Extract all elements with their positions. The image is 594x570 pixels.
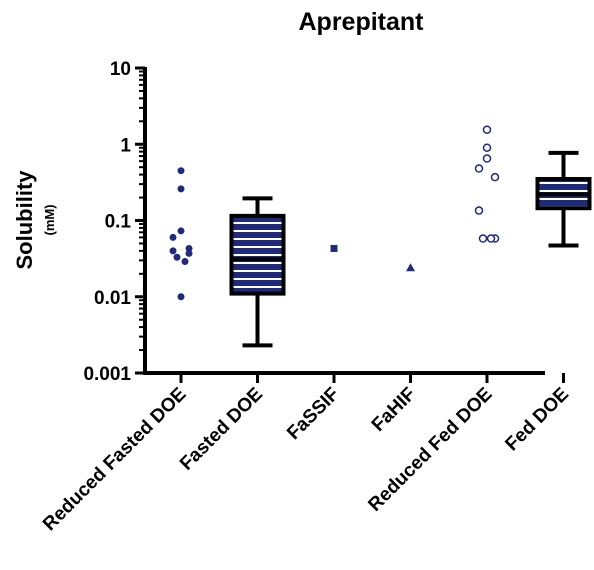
- y-axis-label-group: Solubility (mM): [12, 170, 57, 270]
- y-ticks: 10 1 0.1 0.01 0.001: [83, 59, 145, 385]
- data-point: [482, 143, 492, 152]
- data-point: [185, 244, 193, 252]
- points-fahif: [406, 263, 415, 272]
- y-tick-label: 0.1: [105, 212, 132, 233]
- y-axis-label: Solubility: [12, 170, 37, 270]
- data-point: [169, 233, 177, 241]
- scatter-points: [169, 125, 500, 301]
- data-point: [482, 154, 492, 163]
- box-plots: [229, 150, 592, 348]
- data-point: [169, 247, 177, 255]
- data-point: [478, 234, 488, 243]
- box-fasted-doe: [229, 196, 286, 348]
- y-tick-label: 0.01: [94, 288, 131, 309]
- data-point: [177, 227, 185, 235]
- points-reduced-fasted-doe: [169, 167, 193, 301]
- x-tick-label-fassif: FaSSIF: [283, 384, 343, 444]
- data-point: [177, 293, 185, 301]
- data-point: [474, 206, 484, 215]
- data-point: [406, 263, 415, 272]
- x-tick-label-fahif: FaHIF: [368, 384, 420, 436]
- data-point: [482, 125, 492, 134]
- y-tick-label: 0.001: [83, 364, 131, 385]
- y-tick-label: 10: [110, 59, 131, 80]
- data-point: [474, 164, 484, 173]
- points-fassif: [330, 244, 338, 252]
- data-point: [330, 244, 338, 252]
- data-point: [185, 249, 193, 257]
- data-point: [486, 234, 496, 243]
- data-point: [173, 253, 181, 261]
- y-tick-label: 1: [120, 135, 131, 156]
- box-iqr: [229, 213, 286, 296]
- points-reduced-fed-doe: [474, 125, 500, 243]
- box-fed-doe: [535, 150, 592, 248]
- data-point: [181, 257, 189, 265]
- data-point: [177, 167, 185, 175]
- axes: [143, 67, 545, 375]
- data-point: [177, 185, 185, 193]
- y-axis-unit: (mM): [42, 204, 57, 235]
- data-point: [490, 172, 500, 182]
- chart-title: Aprepitant: [299, 8, 425, 36]
- x-tick-label-fed-doe: Fed DOE: [501, 384, 573, 456]
- x-tick-label-fasted-doe: Fasted DOE: [176, 384, 267, 475]
- x-tick-label-reduced-fasted-doe: Reduced Fasted DOE: [39, 384, 190, 535]
